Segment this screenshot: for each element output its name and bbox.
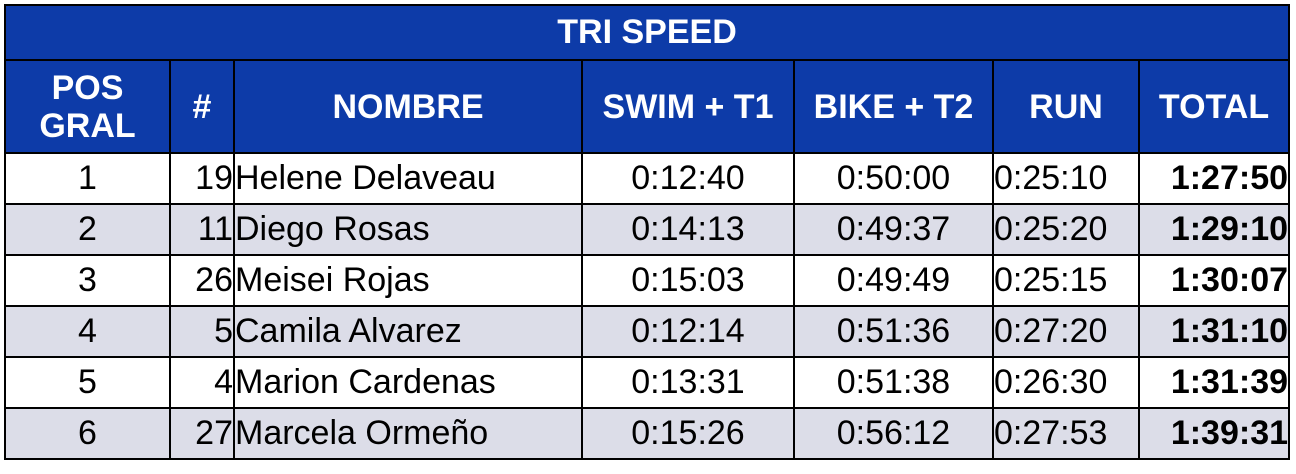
cell-bike: 0:49:49 <box>793 254 994 307</box>
cell-name: Marion Cardenas <box>233 356 583 409</box>
header-pos-line1: POS <box>51 68 124 107</box>
header-swim: SWIM + T1 <box>581 59 795 154</box>
cell-run: 0:25:10 <box>992 152 1140 205</box>
cell-bike: 0:51:36 <box>793 305 994 358</box>
cell-total: 1:31:10 <box>1137 305 1291 358</box>
cell-total: 1:27:50 <box>1137 152 1291 205</box>
cell-pos: 6 <box>4 407 171 460</box>
cell-bike: 0:50:00 <box>793 152 994 205</box>
results-table: TRI SPEED POS GRAL # NOMBRE SWIM + T1 BI… <box>3 4 1291 460</box>
cell-run: 0:25:20 <box>992 203 1140 256</box>
cell-pos: 4 <box>4 305 171 358</box>
cell-name: Camila Alvarez <box>233 305 583 358</box>
cell-total: 1:39:31 <box>1137 407 1291 460</box>
table-title: TRI SPEED <box>3 4 1291 61</box>
cell-name: Helene Delaveau <box>233 152 583 205</box>
cell-swim: 0:12:14 <box>581 305 795 358</box>
cell-run: 0:27:20 <box>992 305 1140 358</box>
cell-pos: 1 <box>4 152 171 205</box>
header-number: # <box>169 59 235 154</box>
cell-pos: 5 <box>4 356 171 409</box>
cell-pos: 3 <box>4 254 171 307</box>
table-row: 6 27 Marcela Ormeño 0:15:26 0:56:12 0:27… <box>4 407 1291 460</box>
cell-bike: 0:56:12 <box>793 407 994 460</box>
cell-name: Marcela Ormeño <box>233 407 583 460</box>
cell-swim: 0:12:40 <box>581 152 795 205</box>
header-run: RUN <box>992 59 1140 154</box>
table-row: 3 26 Meisei Rojas 0:15:03 0:49:49 0:25:1… <box>4 254 1291 307</box>
cell-swim: 0:14:13 <box>581 203 795 256</box>
header-bike: BIKE + T2 <box>793 59 994 154</box>
table-row: 5 4 Marion Cardenas 0:13:31 0:51:38 0:26… <box>4 356 1291 409</box>
cell-total: 1:31:39 <box>1137 356 1291 409</box>
cell-number: 19 <box>169 152 235 205</box>
cell-run: 0:25:15 <box>992 254 1140 307</box>
cell-bike: 0:49:37 <box>793 203 994 256</box>
header-pos: POS GRAL <box>4 59 171 154</box>
cell-swim: 0:15:03 <box>581 254 795 307</box>
cell-total: 1:30:07 <box>1137 254 1291 307</box>
header-total: TOTAL <box>1137 59 1291 154</box>
cell-number: 26 <box>169 254 235 307</box>
title-row: TRI SPEED <box>3 4 1291 61</box>
header-pos-line2: GRAL <box>39 106 136 145</box>
cell-number: 5 <box>169 305 235 358</box>
header-row: POS GRAL # NOMBRE SWIM + T1 BIKE + T2 RU… <box>4 59 1291 154</box>
cell-number: 4 <box>169 356 235 409</box>
header-name: NOMBRE <box>233 59 583 154</box>
cell-pos: 2 <box>4 203 171 256</box>
cell-bike: 0:51:38 <box>793 356 994 409</box>
table-row: 4 5 Camila Alvarez 0:12:14 0:51:36 0:27:… <box>4 305 1291 358</box>
cell-run: 0:26:30 <box>992 356 1140 409</box>
cell-number: 27 <box>169 407 235 460</box>
table-row: 1 19 Helene Delaveau 0:12:40 0:50:00 0:2… <box>4 152 1291 205</box>
cell-swim: 0:15:26 <box>581 407 795 460</box>
cell-number: 11 <box>169 203 235 256</box>
cell-run: 0:27:53 <box>992 407 1140 460</box>
cell-name: Meisei Rojas <box>233 254 583 307</box>
cell-name: Diego Rosas <box>233 203 583 256</box>
cell-swim: 0:13:31 <box>581 356 795 409</box>
cell-total: 1:29:10 <box>1137 203 1291 256</box>
table-row: 2 11 Diego Rosas 0:14:13 0:49:37 0:25:20… <box>4 203 1291 256</box>
